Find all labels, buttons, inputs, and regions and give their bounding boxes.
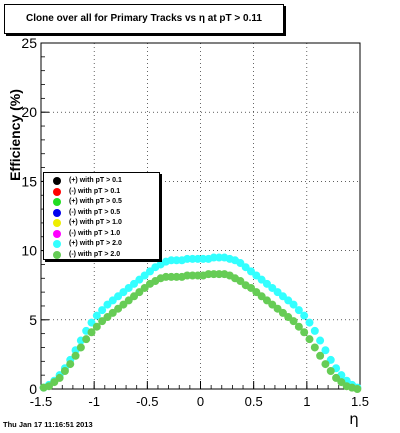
- data-point: [60, 367, 69, 376]
- legend-marker: [53, 240, 61, 248]
- legend-label: (-) with pT > 2.0: [69, 250, 121, 258]
- legend-entry: (-) with pT > 2.0: [44, 250, 159, 260]
- data-point: [294, 322, 303, 331]
- y-tick-label: 25: [21, 35, 37, 51]
- data-point: [353, 385, 362, 393]
- legend-marker: [53, 208, 61, 217]
- data-point: [98, 306, 107, 315]
- data-point: [310, 343, 319, 352]
- legend-entry: (-) with pT > 0.1: [44, 187, 159, 197]
- legend-label: (-) with pT > 0.1: [69, 187, 121, 195]
- data-point: [305, 318, 314, 327]
- chart-title: Clone over all for Primary Tracks vs η a…: [26, 13, 262, 24]
- data-point: [321, 360, 330, 369]
- y-axis-label: Efficiency (%): [7, 89, 23, 181]
- y-tick-label: 5: [29, 312, 37, 328]
- data-point: [71, 351, 80, 360]
- legend-entry: (-) with pT > 1.0: [44, 229, 159, 239]
- data-point: [55, 373, 64, 382]
- legend-entry: (+) with pT > 0.5: [44, 197, 159, 207]
- x-tick-label: 1: [303, 394, 310, 409]
- x-tick-label: 0: [197, 394, 204, 409]
- legend-label: (+) with pT > 0.1: [69, 177, 122, 184]
- legend-entry: (+) with pT > 1.0: [44, 218, 159, 228]
- data-point: [316, 351, 325, 360]
- y-tick-label: 0: [29, 381, 37, 397]
- data-point: [305, 335, 314, 344]
- y-tick-label: 10: [21, 243, 37, 259]
- legend-marker: [53, 187, 61, 196]
- legend-marker: [53, 198, 61, 206]
- legend-entry: (-) with pT > 0.5: [44, 208, 159, 218]
- data-points: [39, 253, 362, 393]
- y-tick-label: 20: [21, 104, 37, 120]
- data-point: [294, 306, 303, 315]
- data-point: [66, 360, 75, 369]
- x-tick-label: -0.5: [136, 394, 158, 409]
- legend-marker: [53, 219, 61, 227]
- timestamp: Thu Jan 17 11:16:51 2013: [3, 420, 93, 429]
- legend-label: (-) with pT > 1.0: [69, 229, 121, 237]
- data-point: [316, 336, 325, 345]
- data-point: [76, 343, 85, 352]
- legend-label: (+) with pT > 1.0: [69, 219, 122, 226]
- legend: (+) with pT > 0.1 (-) with pT > 0.1 (+) wi…: [43, 172, 160, 260]
- x-tick-label: -1.5: [30, 394, 52, 409]
- data-point: [300, 328, 309, 337]
- x-tick-label: 1.5: [351, 394, 369, 409]
- x-tick-label: -1: [88, 394, 100, 409]
- data-point: [289, 317, 298, 326]
- legend-marker: [53, 250, 61, 259]
- data-point: [300, 311, 309, 320]
- data-point: [92, 322, 101, 331]
- legend-label: (+) with pT > 0.5: [69, 198, 122, 205]
- legend-entry: (+) with pT > 2.0: [44, 239, 159, 249]
- y-tick-label: 15: [21, 173, 37, 189]
- data-point: [92, 311, 101, 320]
- x-tick-label: 0.5: [245, 394, 263, 409]
- data-point: [326, 367, 335, 376]
- data-point: [82, 335, 91, 344]
- series-points: [39, 270, 362, 393]
- data-point: [321, 346, 330, 355]
- data-point: [289, 300, 298, 309]
- legend-marker: [53, 177, 61, 185]
- series-points: [39, 253, 362, 392]
- axis-ticks: -1.5 -1 -0.5 0 0.5 1 1.5 0 5 10 15 20 25: [21, 35, 369, 409]
- legend-label: (-) with pT > 0.5: [69, 208, 121, 216]
- legend-marker: [53, 229, 61, 238]
- legend-entry: (+) with pT > 0.1: [44, 176, 159, 186]
- legend-label: (+) with pT > 2.0: [69, 240, 122, 247]
- data-point: [310, 326, 319, 335]
- chart-title-box: Clone over all for Primary Tracks vs η a…: [4, 4, 284, 34]
- x-axis-label: η: [349, 410, 359, 428]
- data-point: [87, 328, 96, 337]
